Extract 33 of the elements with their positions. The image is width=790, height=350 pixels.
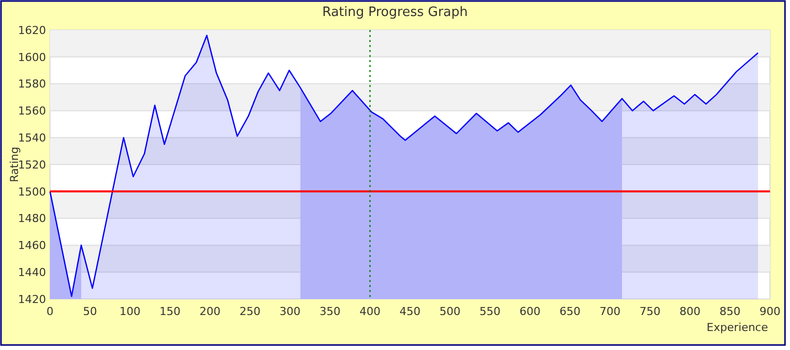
x-axis-title: Experience bbox=[706, 321, 768, 334]
y-axis-title: Rating bbox=[8, 146, 21, 182]
x-tick-label: 500 bbox=[440, 305, 460, 318]
x-tick-label: 850 bbox=[720, 305, 740, 318]
y-tick-label: 1560 bbox=[18, 104, 46, 118]
y-tick-label: 1620 bbox=[18, 24, 46, 37]
x-tick-label: 150 bbox=[160, 305, 180, 318]
y-tick-label: 1600 bbox=[18, 50, 46, 64]
y-tick-label: 1420 bbox=[18, 292, 46, 306]
x-tick-label: 50 bbox=[83, 305, 97, 318]
x-tick-label: 350 bbox=[320, 305, 340, 318]
y-tick-label: 1440 bbox=[18, 266, 46, 279]
x-tick-label: 550 bbox=[480, 305, 500, 318]
x-tick-label: 800 bbox=[680, 305, 700, 318]
x-tick-label: 900 bbox=[760, 305, 780, 318]
y-tick-label: 1580 bbox=[18, 78, 46, 91]
x-tick-label: 0 bbox=[46, 305, 54, 318]
y-tick-label: 1520 bbox=[18, 158, 46, 172]
x-tick-label: 250 bbox=[240, 305, 260, 318]
x-tick-label: 400 bbox=[360, 305, 380, 318]
x-tick-label: 600 bbox=[520, 305, 540, 318]
x-tick-label: 100 bbox=[120, 305, 140, 318]
x-tick-label: 450 bbox=[400, 305, 420, 318]
y-tick-label: 1500 bbox=[18, 185, 46, 198]
y-tick-label: 1540 bbox=[18, 131, 46, 144]
x-tick-label: 700 bbox=[600, 305, 620, 318]
x-tick-label: 300 bbox=[280, 305, 300, 318]
x-tick-label: 200 bbox=[200, 305, 220, 318]
y-tick-label: 1480 bbox=[18, 212, 46, 226]
x-tick-label: 750 bbox=[640, 305, 660, 318]
x-tick-label: 650 bbox=[560, 305, 580, 318]
chart-title: Rating Progress Graph bbox=[322, 5, 468, 20]
y-tick-label: 1460 bbox=[18, 239, 46, 252]
